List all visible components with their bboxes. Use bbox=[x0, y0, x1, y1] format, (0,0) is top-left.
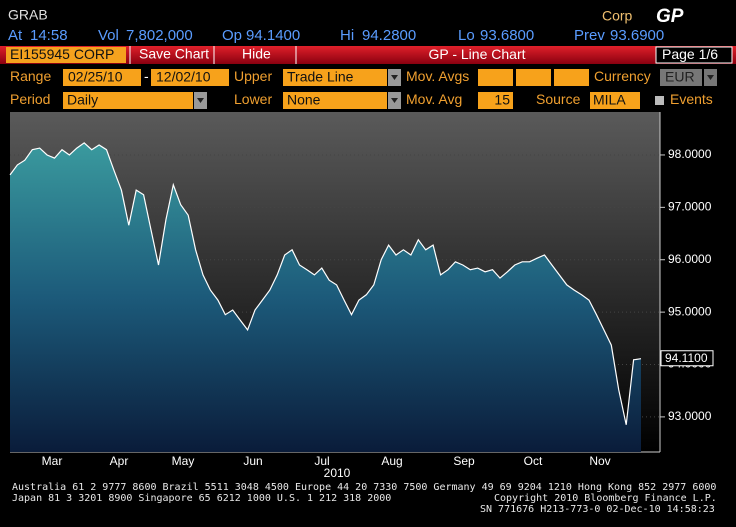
quote-label: Hi bbox=[340, 27, 354, 44]
x-tick-label: Jun bbox=[243, 454, 262, 468]
quote-label: Prev bbox=[574, 27, 605, 44]
label: Currency bbox=[594, 68, 651, 84]
field[interactable] bbox=[590, 92, 640, 109]
quote-label: Op bbox=[222, 27, 242, 44]
field[interactable] bbox=[283, 69, 387, 86]
quote-value: 7,802,000 bbox=[126, 27, 193, 44]
window-title: GP - Line Chart bbox=[428, 46, 525, 62]
quote-value: 14:58 bbox=[30, 27, 68, 44]
toolbar bbox=[0, 46, 736, 64]
label: Mov. Avgs bbox=[406, 68, 469, 84]
label: Source bbox=[536, 91, 581, 107]
hide-button[interactable]: Hide bbox=[242, 46, 271, 62]
x-axis-label: 2010 bbox=[324, 466, 351, 480]
upper[interactable]: Trade Line bbox=[287, 69, 354, 85]
dropdown-arrow bbox=[707, 75, 714, 80]
x-tick-label: Nov bbox=[589, 454, 610, 468]
security: GRAB bbox=[8, 7, 48, 23]
page-indicator[interactable]: Page 1/6 bbox=[662, 46, 718, 62]
label: Lower bbox=[234, 91, 272, 107]
function-code: GP bbox=[656, 6, 684, 27]
quote-value: 93.6900 bbox=[610, 27, 664, 44]
footer-text: Japan 81 3 3201 8900 Singapore 65 6212 1… bbox=[12, 493, 391, 504]
lower[interactable]: None bbox=[287, 92, 321, 108]
field[interactable] bbox=[478, 92, 513, 109]
label: Period bbox=[10, 91, 50, 107]
market: Corp bbox=[602, 8, 633, 24]
label: Mov. Avg bbox=[406, 91, 462, 107]
label: - bbox=[144, 68, 149, 84]
x-tick-label: Apr bbox=[110, 454, 129, 468]
ticker[interactable]: EI155945 CORP bbox=[10, 46, 114, 62]
dropdown-arrow bbox=[391, 75, 398, 80]
page-box[interactable] bbox=[655, 46, 733, 64]
y-tick-label: 95.0000 bbox=[668, 304, 712, 318]
footer-text: Australia 61 2 9777 8600 Brazil 5511 304… bbox=[12, 482, 716, 493]
quote-value: 94.2800 bbox=[362, 27, 416, 44]
x-tick-label: Oct bbox=[524, 454, 543, 468]
field[interactable] bbox=[63, 92, 193, 109]
quote-label: Lo bbox=[458, 27, 475, 44]
save-chart-button[interactable]: Save Chart bbox=[139, 46, 209, 62]
last-price-label: 94.1100 bbox=[665, 351, 708, 365]
quote-line: At 14:58 Vol 7,802,000 Op 94.1400 Hi 94.2800 Lo 9… bbox=[8, 27, 664, 44]
label: Events bbox=[670, 91, 713, 107]
chart: 93.000094.000095.000096.000097.000098.00… bbox=[9, 112, 714, 480]
field[interactable] bbox=[516, 69, 551, 86]
checkbox[interactable] bbox=[655, 96, 664, 105]
range-end[interactable]: 12/02/10 bbox=[156, 69, 211, 85]
quote-label: At bbox=[8, 27, 23, 44]
ticker-box[interactable] bbox=[6, 47, 126, 63]
x-tick-label: Aug bbox=[381, 454, 402, 468]
mov-avg[interactable]: 15 bbox=[494, 92, 510, 108]
x-tick-label: May bbox=[172, 454, 195, 468]
dropdown-arrow bbox=[391, 98, 398, 103]
field[interactable] bbox=[283, 92, 387, 109]
x-tick-label: Jul bbox=[314, 454, 329, 468]
area bbox=[10, 142, 641, 452]
quote-label: Vol bbox=[98, 27, 119, 44]
y-tick-label: 97.0000 bbox=[668, 200, 712, 214]
source[interactable]: MILA bbox=[593, 92, 626, 108]
label: Upper bbox=[234, 68, 272, 84]
field[interactable] bbox=[478, 69, 513, 86]
footer-text: SN 771676 H213-773-0 02-Dec-10 14:58:23 bbox=[480, 504, 715, 515]
dropdown-arrow bbox=[197, 98, 204, 103]
field[interactable] bbox=[151, 69, 229, 86]
price-line bbox=[9, 142, 642, 425]
label: Range bbox=[10, 68, 51, 84]
period[interactable]: Daily bbox=[67, 92, 98, 108]
quote-value: 93.6800 bbox=[480, 27, 534, 44]
field[interactable] bbox=[554, 69, 589, 86]
y-tick-label: 98.0000 bbox=[668, 147, 712, 161]
field[interactable] bbox=[63, 69, 141, 86]
range-start[interactable]: 02/25/10 bbox=[68, 69, 123, 85]
currency[interactable]: EUR bbox=[665, 69, 695, 85]
footer-text: Copyright 2010 Bloomberg Finance L.P. bbox=[494, 493, 717, 504]
y-tick-label: 93.0000 bbox=[668, 409, 712, 423]
x-tick-label: Sep bbox=[453, 454, 475, 468]
quote-value: 94.1400 bbox=[246, 27, 300, 44]
last-price-box bbox=[660, 350, 714, 367]
y-tick-label: 96.0000 bbox=[668, 252, 712, 266]
field[interactable] bbox=[660, 69, 702, 86]
x-tick-label: Mar bbox=[42, 454, 63, 468]
